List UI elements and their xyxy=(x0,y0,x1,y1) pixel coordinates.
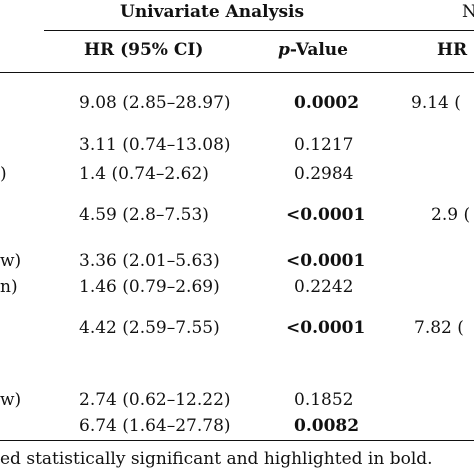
next-group-header-cut: N xyxy=(462,2,474,22)
table-row-hr: 1.46 (0.79–2.69) xyxy=(79,277,220,297)
table-row-p-value: <0.0001 xyxy=(286,205,366,225)
table-row-right-cut: 9.14 ( xyxy=(411,93,461,113)
table-row-p-value: 0.0082 xyxy=(294,416,360,436)
table-row-hr: 6.74 (1.64–27.78) xyxy=(79,416,231,436)
table-row-hr: 1.4 (0.74–2.62) xyxy=(79,164,209,184)
table-row-hr: 3.36 (2.01–5.63) xyxy=(79,251,220,271)
table-row-hr: 4.59 (2.8–7.53) xyxy=(79,205,209,225)
table-row-hr: 9.08 (2.85–28.97) xyxy=(79,93,231,113)
table-row-p-value: 0.1852 xyxy=(294,390,354,410)
table-row-p-value: 0.0002 xyxy=(294,93,360,113)
table-row-p-value: 0.2242 xyxy=(294,277,354,297)
hr-column-header: HR (95% CI) xyxy=(84,40,204,60)
table-row-label-cut: n) xyxy=(0,277,18,297)
table-row-right-cut: 2.9 ( xyxy=(431,205,471,225)
table-row-label-cut: ) xyxy=(0,164,7,184)
table-row-p-value: <0.0001 xyxy=(286,318,366,338)
table-row-p-value: 0.2984 xyxy=(294,164,354,184)
table-row-label-cut: w) xyxy=(0,251,22,271)
hr-right-column-header: HR xyxy=(437,40,468,60)
table-footnote: ed statistically significant and highlig… xyxy=(0,449,433,469)
table-row-hr: 2.74 (0.62–12.22) xyxy=(79,390,231,410)
table-row-p-value: 0.1217 xyxy=(294,135,354,155)
table-bottom-rule xyxy=(0,440,474,441)
table-row-right-cut: 7.82 ( xyxy=(414,318,464,338)
header-bottom-rule xyxy=(0,72,474,73)
table-row-p-value: <0.0001 xyxy=(286,251,366,271)
univariate-analysis-header: Univariate Analysis xyxy=(120,2,305,22)
p-value-column-header: p-Value xyxy=(278,40,348,60)
table-row-hr: 3.11 (0.74–13.08) xyxy=(79,135,231,155)
table-row-hr: 4.42 (2.59–7.55) xyxy=(79,318,220,338)
table-row-label-cut: w) xyxy=(0,390,22,410)
group-header-rule xyxy=(44,30,474,31)
